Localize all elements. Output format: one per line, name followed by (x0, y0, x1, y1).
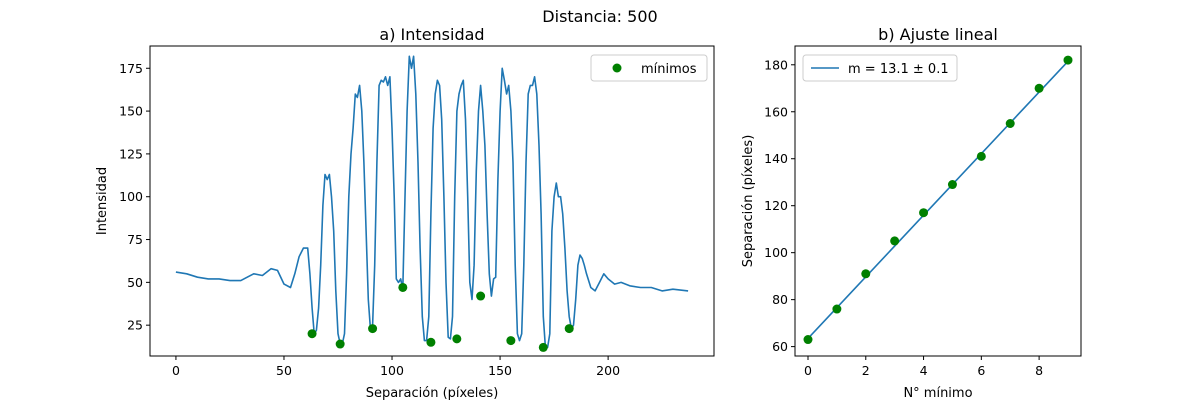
panel-intensity: a) Intensidad Separación (píxeles) Inten… (95, 25, 715, 400)
axes-frame-b (794, 45, 1082, 357)
fit-series-line (807, 60, 1069, 339)
fit-data-point (803, 335, 813, 345)
x-ticks-a: 0 50 100 150 200 (172, 356, 620, 378)
fit-data-point (890, 236, 900, 246)
x-tick-label: 6 (977, 363, 985, 378)
intensity-data-point (368, 324, 378, 334)
chart-title-a: a) Intensidad (379, 25, 484, 44)
x-tick-label: 0 (172, 363, 180, 378)
legend-label-minimos: mínimos (641, 62, 697, 77)
series-a (175, 55, 689, 352)
x-tick-label: 50 (276, 363, 292, 378)
legend-label-fit: m = 13.1 ± 0.1 (848, 62, 949, 77)
chart-title-b: b) Ajuste lineal (878, 25, 998, 44)
intensity-data-point (426, 337, 436, 347)
intensity-data-point (476, 291, 486, 301)
x-tick-label: 150 (488, 363, 512, 378)
legend-marker-minimos (612, 63, 622, 73)
x-axis-label-a: Separación (píxeles) (366, 386, 499, 400)
y-tick-label: 125 (119, 146, 143, 161)
y-tick-label: 150 (119, 104, 143, 119)
y-tick-label: 140 (764, 151, 788, 166)
x-axis-label-b: N° mínimo (903, 386, 972, 400)
panel-linear-fit: b) Ajuste lineal N° mínimo Separación (p… (741, 25, 1082, 400)
y-axis-label-b: Separación (píxeles) (741, 135, 756, 268)
fit-data-point (919, 208, 929, 218)
intensity-data-point (564, 324, 574, 334)
y-tick-label: 180 (764, 57, 788, 72)
x-tick-label: 8 (1035, 363, 1043, 378)
intensity-data-point (538, 342, 548, 352)
x-tick-label: 2 (862, 363, 870, 378)
y-tick-label: 100 (764, 245, 788, 260)
y-tick-label: 50 (127, 275, 143, 290)
x-tick-label: 4 (920, 363, 928, 378)
y-ticks-b: 60 80 100 120 140 160 180 (764, 57, 795, 354)
intensity-data-point (506, 336, 516, 346)
intensity-data-point (307, 329, 317, 339)
x-ticks-b: 0 2 4 6 8 (804, 356, 1043, 378)
figure-suptitle: Distancia: 500 (542, 7, 657, 26)
y-ticks-a: 25 50 75 100 125 150 175 (119, 61, 150, 333)
legend-box-b (802, 54, 958, 82)
fit-data-point (1005, 119, 1015, 128)
axes-frame-a (149, 45, 715, 357)
intensity-series-line (175, 55, 689, 349)
intensity-data-point (398, 282, 408, 292)
fit-data-point (1063, 55, 1073, 65)
y-tick-label: 175 (119, 61, 143, 76)
x-tick-label: 200 (596, 363, 620, 378)
fit-data-point (861, 269, 871, 279)
y-tick-label: 120 (764, 198, 788, 213)
y-tick-label: 80 (772, 292, 788, 307)
legend-a: mínimos (590, 54, 708, 82)
y-tick-label: 25 (127, 318, 143, 333)
fit-data-point (947, 180, 957, 190)
intensity-data-point (452, 334, 462, 344)
fit-data-point (1034, 83, 1044, 93)
y-tick-label: 100 (119, 189, 143, 204)
intensity-data-point (335, 339, 345, 349)
fit-data-point (832, 304, 842, 314)
y-tick-label: 60 (772, 339, 788, 354)
x-tick-label: 0 (804, 363, 812, 378)
legend-b: m = 13.1 ± 0.1 (802, 54, 958, 82)
x-tick-label: 100 (380, 363, 404, 378)
legend-box-a (590, 54, 708, 82)
y-tick-label: 75 (127, 232, 143, 247)
series-b (803, 55, 1073, 345)
y-axis-label-a: Intensidad (95, 167, 110, 235)
fit-data-point (976, 151, 986, 161)
y-tick-label: 160 (764, 104, 788, 119)
